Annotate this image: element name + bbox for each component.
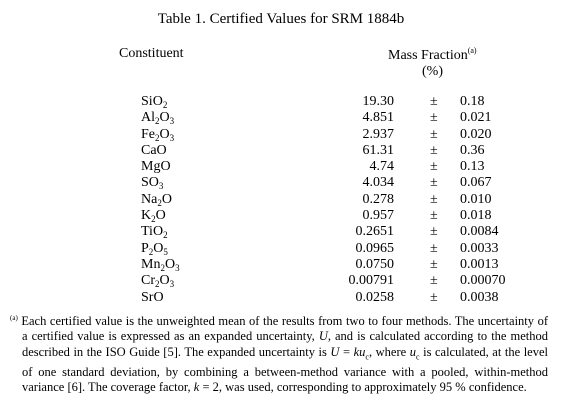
mass-fraction-value: 4.74: [369, 159, 395, 175]
constituent-name: MgO: [141, 159, 171, 175]
constituent-name: Na2O: [141, 191, 172, 208]
column-header-constituent: Constituent: [119, 46, 184, 61]
plus-minus-sign: ±: [430, 240, 438, 256]
plus-minus-sign: ±: [430, 256, 438, 272]
uncertainty-value: 0.067: [460, 175, 492, 191]
uncertainty-value: 0.0013: [460, 256, 499, 272]
table-row: Cr2O3 0.00791 ±0.00070: [0, 273, 562, 289]
plus-minus-sign: ±: [430, 289, 438, 305]
constituent-name: SrO: [141, 289, 164, 305]
uncertainty-value: 0.021: [460, 110, 492, 126]
constituent-name: P2O5: [141, 240, 168, 257]
mass-fraction-value: 4.034: [362, 175, 395, 191]
constituent-name: Mn2O3: [141, 256, 180, 273]
column-header-mass-fraction: Mass Fraction(a): [388, 46, 477, 64]
footnote-text: Each certified value is the unweighted m…: [21, 314, 548, 395]
table-title: Table 1. Certified Values for SRM 1884b: [157, 11, 405, 27]
mass-fraction-value: 0.278: [362, 191, 395, 207]
uncertainty-value: 0.0033: [460, 240, 499, 256]
table-row: CaO 61.31 ±0.36: [0, 143, 562, 159]
table-row: K2O 0.957 ±0.018: [0, 208, 562, 224]
uncertainty-value: 0.36: [460, 142, 485, 158]
table-row: SiO2 19.30 ±0.18: [0, 94, 562, 110]
plus-minus-sign: ±: [430, 208, 438, 224]
mass-fraction-value: 0.0750: [355, 256, 395, 272]
mass-fraction-value: 0.2651: [355, 224, 395, 240]
constituent-name: K2O: [141, 208, 166, 225]
uncertainty-value: 0.010: [460, 191, 492, 207]
constituent-name: SO3: [141, 175, 164, 192]
plus-minus-sign: ±: [430, 191, 438, 207]
uncertainty-value: 0.00070: [460, 273, 506, 289]
uncertainty-value: 0.18: [460, 94, 485, 109]
mass-fraction-value: 61.31: [362, 142, 395, 158]
mass-fraction-value: 4.851: [362, 110, 395, 126]
table-row: SrO 0.0258 ±0.0038: [0, 290, 562, 306]
mass-fraction-value: 0.957: [362, 208, 395, 224]
plus-minus-sign: ±: [430, 224, 438, 240]
table-row: Al2O3 4.851 ±0.021: [0, 110, 562, 126]
plus-minus-sign: ±: [430, 126, 438, 142]
column-header-unit: (%): [422, 64, 443, 79]
footnote: (a) Each certified value is the unweight…: [10, 311, 548, 396]
footnote-ref: (a): [467, 46, 477, 55]
constituent-name: Fe2O3: [141, 126, 175, 143]
mass-fraction-value: 0.00791: [348, 273, 395, 289]
uncertainty-value: 0.0084: [460, 224, 499, 240]
constituent-name: CaO: [141, 142, 167, 158]
plus-minus-sign: ±: [430, 273, 438, 289]
plus-minus-sign: ±: [430, 159, 438, 175]
uncertainty-value: 0.13: [460, 159, 485, 175]
constituent-name: SiO2: [141, 94, 168, 110]
table-row: Mn2O3 0.0750 ±0.0013: [0, 257, 562, 273]
mass-fraction-label: Mass Fraction: [388, 48, 468, 63]
uncertainty-value: 0.018: [460, 208, 492, 224]
mass-fraction-value: 2.937: [362, 126, 395, 142]
plus-minus-sign: ±: [430, 175, 438, 191]
plus-minus-sign: ±: [430, 142, 438, 158]
footnote-mark: (a): [10, 314, 18, 322]
table-row: Fe2O3 2.937 ±0.020: [0, 127, 562, 143]
mass-fraction-value: 19.30: [362, 94, 395, 109]
table-row: MgO 4.74 ±0.13: [0, 159, 562, 175]
plus-minus-sign: ±: [430, 94, 438, 109]
plus-minus-sign: ±: [430, 110, 438, 126]
mass-fraction-value: 0.0965: [355, 240, 395, 256]
uncertainty-value: 0.020: [460, 126, 492, 142]
uncertainty-value: 0.0038: [460, 289, 499, 305]
mass-fraction-value: 0.0258: [355, 289, 395, 305]
constituent-name: Cr2O3: [141, 273, 175, 290]
table-row: P2O5 0.0965 ±0.0033: [0, 241, 562, 257]
table-row: Na2O 0.278 ±0.010: [0, 192, 562, 208]
certified-values-table: SiO2 19.30 ±0.18 Al2O3 4.851 ±0.021 Fe2O3 2.937…: [0, 94, 562, 306]
constituent-name: TiO2: [141, 224, 168, 241]
constituent-name: Al2O3: [141, 110, 175, 127]
table-row: TiO2 0.2651 ±0.0084: [0, 224, 562, 240]
table-row: SO3 4.034 ±0.067: [0, 175, 562, 191]
